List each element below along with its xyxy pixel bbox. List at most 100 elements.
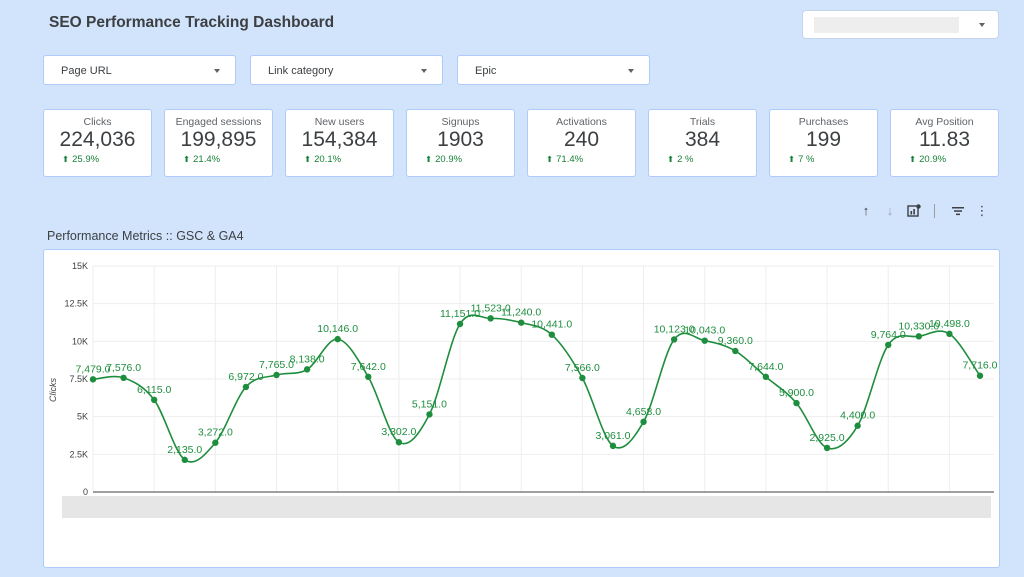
data-label: 11,151.0 <box>440 308 480 320</box>
scorecard-signups: Signups 1903 ⬆ 20.9% <box>406 109 515 177</box>
scorecard-value: 240 <box>563 128 600 151</box>
scorecard-label: Activations <box>556 116 607 128</box>
scorecard-delta-value: 71.4% <box>556 154 584 165</box>
scorecard-label: Signups <box>441 116 480 128</box>
data-label: 6,972.0 <box>228 371 263 383</box>
data-label: 5,151.0 <box>412 398 447 410</box>
chart-title: Performance Metrics :: GSC & GA4 <box>47 229 244 243</box>
scorecard-purchases: Purchases 199 ⬆ 7 % <box>769 109 878 177</box>
scorecard-delta: ⬆ 7 % <box>788 154 815 165</box>
y-axis-title: Clicks <box>48 378 58 402</box>
data-point <box>89 376 97 383</box>
scorecard-label: Clicks <box>83 116 112 128</box>
data-label: 6,115.0 <box>137 384 171 396</box>
data-label: 7,566.0 <box>565 362 600 374</box>
data-point <box>885 341 892 349</box>
scorecard-label: Trials <box>689 116 716 128</box>
data-label: 4,658.0 <box>626 406 661 418</box>
filter-label: Link category <box>268 65 334 77</box>
scorecard-delta-value: 20.1% <box>314 154 342 165</box>
data-label: 5,900.0 <box>779 387 814 399</box>
page-title: SEO Performance Tracking Dashboard <box>49 14 335 31</box>
scorecard-label: Avg Position <box>915 116 974 128</box>
data-label: 11,523.0 <box>471 302 511 314</box>
data-point <box>946 330 953 338</box>
data-label: 7,642.0 <box>351 361 386 373</box>
data-label: 10,146.0 <box>317 323 358 335</box>
scorecard-value: 1903 <box>437 128 484 151</box>
scorecard-clicks: Clicks 224,036 ⬆ 25.9% <box>43 109 152 177</box>
data-point <box>670 336 678 343</box>
data-label: 7,644.0 <box>748 361 783 373</box>
arrow-up-icon: ⬆ <box>667 154 675 164</box>
y-tick-label: 0 <box>83 487 88 497</box>
scorecard-value: 199,895 <box>180 128 257 151</box>
scorecard-value: 384 <box>684 128 721 151</box>
scorecard-value: 11.83 <box>919 128 970 151</box>
data-point <box>487 315 494 322</box>
chevron-down-icon <box>421 69 427 73</box>
data-label: 7,479.0 <box>75 363 110 375</box>
scorecard-label: Purchases <box>798 116 849 128</box>
data-point <box>548 331 555 338</box>
data-label: 3,061.0 <box>595 430 630 442</box>
scorecard-delta: ⬆ 25.9% <box>62 154 99 165</box>
data-point <box>579 374 586 382</box>
y-tick-label: 12.5K <box>64 299 88 309</box>
scorecard-trials: Trials 384 ⬆ 2 % <box>648 109 757 177</box>
data-point <box>518 319 525 326</box>
data-point <box>732 347 739 355</box>
data-label: 4,400.0 <box>840 410 875 422</box>
filter-page-url[interactable]: Page URL <box>43 55 236 85</box>
series-line <box>92 314 981 463</box>
chart-container: 0 2.5K 5K 7.5K 10K 12.5K 15K Clicks 7,479.0 7,576… <box>43 249 1000 568</box>
arrow-up-icon: ⬆ <box>546 154 554 164</box>
sort-ascending-icon[interactable]: ↑ <box>862 203 870 218</box>
scorecard-label: Engaged sessions <box>175 116 262 128</box>
arrow-up-icon: ⬆ <box>62 154 70 164</box>
data-point <box>334 335 341 343</box>
data-point <box>120 374 127 382</box>
arrow-up-icon: ⬆ <box>909 154 917 164</box>
data-point <box>181 456 188 464</box>
scorecard-delta: ⬆ 20.9% <box>425 154 462 165</box>
filter-link-category[interactable]: Link category <box>250 55 443 85</box>
data-label: 2,925.0 <box>810 432 845 444</box>
data-label: 11,240.0 <box>501 307 541 319</box>
data-label: 8,138.0 <box>290 353 325 365</box>
data-point <box>365 373 372 381</box>
date-range-value <box>814 17 959 33</box>
data-label: 9,764.0 <box>871 329 906 341</box>
toolbar-divider <box>934 204 935 218</box>
y-tick-label: 15K <box>72 261 88 271</box>
data-point <box>242 383 250 391</box>
filter-icon[interactable] <box>950 203 966 219</box>
chevron-down-icon <box>214 69 220 73</box>
scorecard-delta: ⬆ 71.4% <box>546 154 583 165</box>
scorecard-avg-position: Avg Position 11.83 ⬆ 20.9% <box>890 109 999 177</box>
y-tick-label: 2.5K <box>69 449 88 459</box>
chevron-down-icon <box>628 69 634 73</box>
sort-descending-icon[interactable]: ↓ <box>886 203 894 218</box>
data-label: 10,123.0 <box>654 323 695 335</box>
filter-epic[interactable]: Epic <box>457 55 650 85</box>
data-label: 10,043.0 <box>684 325 725 337</box>
scorecard-activations: Activations 240 ⬆ 71.4% <box>527 109 636 177</box>
scorecard-value: 199 <box>805 128 842 151</box>
arrow-up-icon: ⬆ <box>304 154 312 164</box>
data-point <box>915 333 923 340</box>
date-range-picker[interactable] <box>802 10 999 39</box>
scorecard-value: 154,384 <box>301 128 378 151</box>
data-point <box>762 373 770 381</box>
data-label: 3,272.0 <box>198 427 233 439</box>
arrow-up-icon: ⬆ <box>425 154 433 164</box>
scorecard-delta-value: 25.9% <box>72 154 100 165</box>
y-tick-label: 7.5K <box>69 374 88 384</box>
data-label: 7,576.0 <box>106 362 141 374</box>
data-point <box>854 422 861 429</box>
more-vert-icon[interactable]: ⋮ <box>975 203 989 218</box>
chart-settings-icon[interactable] <box>906 203 922 219</box>
filter-label: Epic <box>475 65 497 77</box>
data-point <box>456 320 464 328</box>
scorecard-delta-value: 7 % <box>798 154 815 165</box>
